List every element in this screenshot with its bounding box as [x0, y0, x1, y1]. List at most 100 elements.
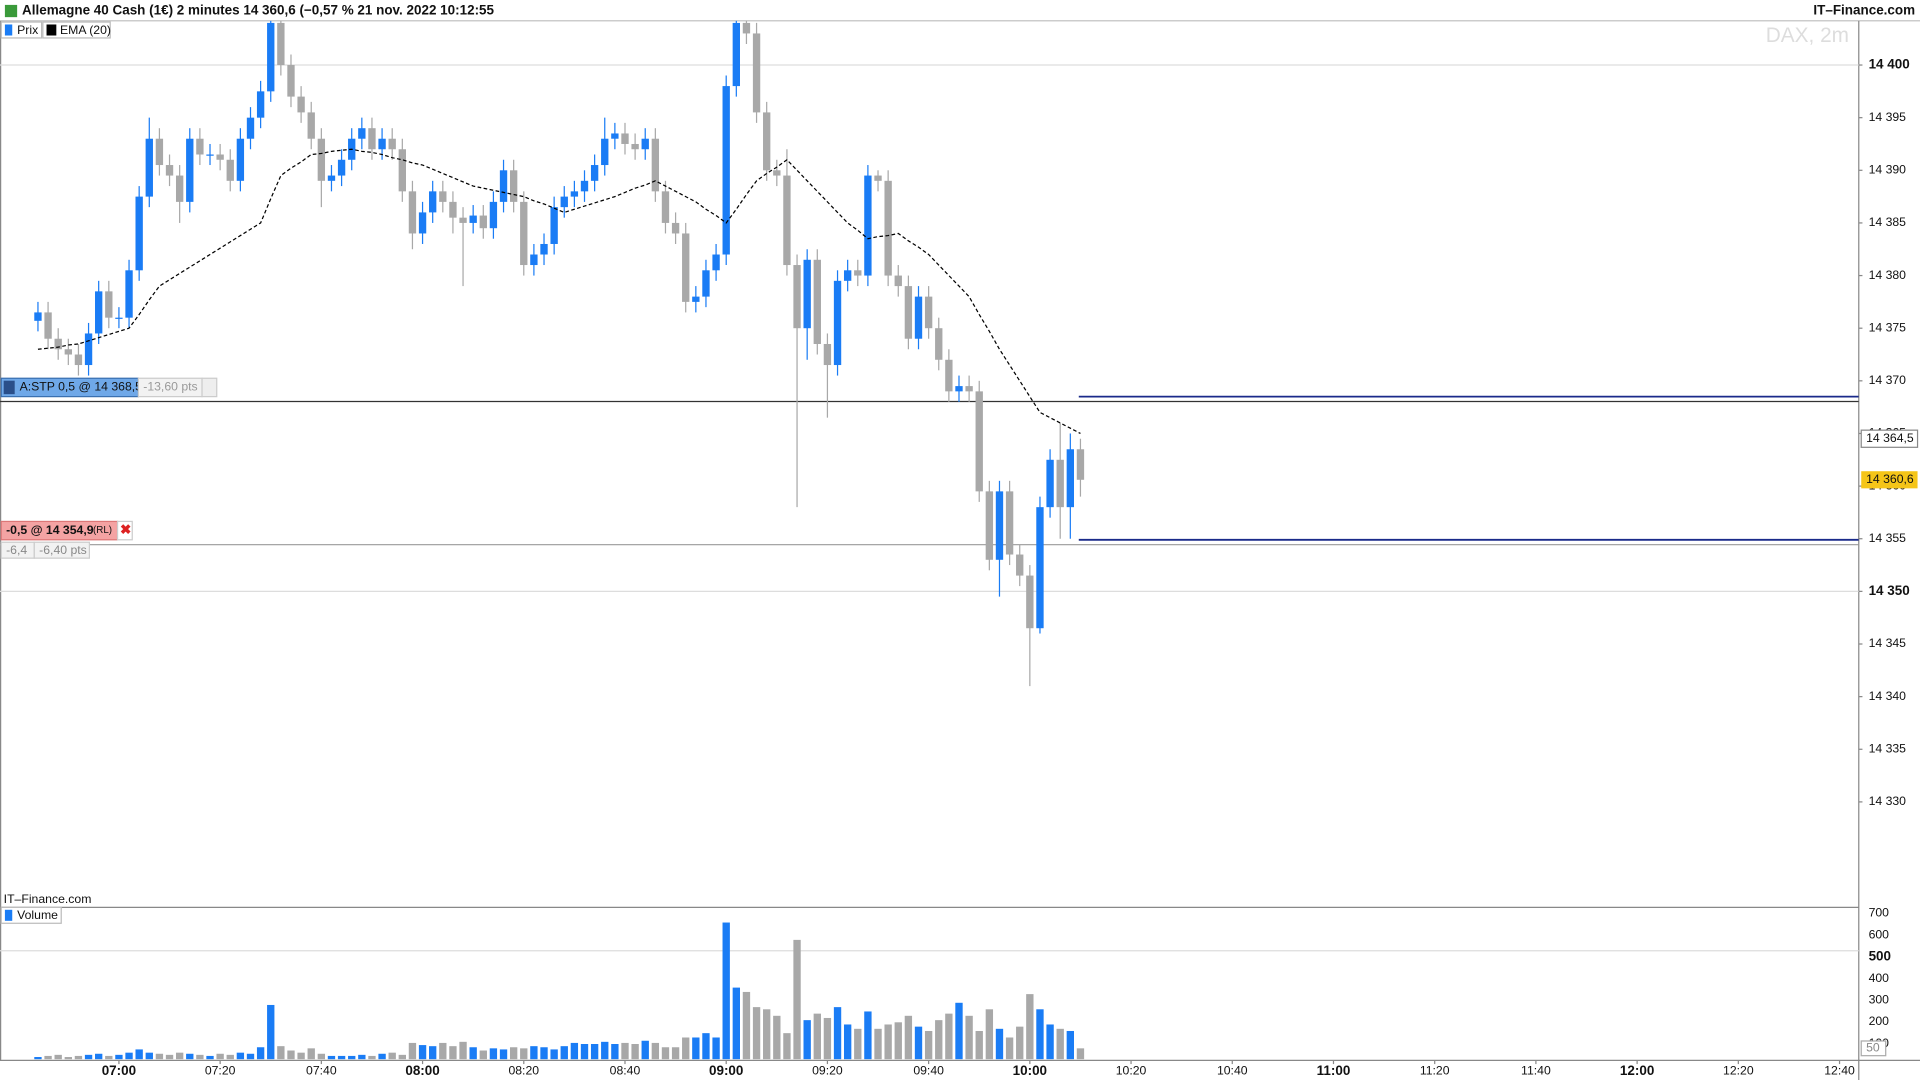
candle-body	[682, 233, 690, 302]
y-tick-label: 14 350	[1869, 583, 1910, 598]
volume-bar	[236, 1052, 245, 1060]
volume-bar	[894, 1022, 902, 1060]
order-pnl: -6,4	[6, 543, 27, 557]
legend-label: Prix	[17, 23, 38, 37]
volume-bar	[256, 1047, 265, 1060]
volume-bar	[155, 1053, 164, 1060]
candle-body	[206, 154, 214, 156]
volume-bar	[833, 1007, 842, 1060]
candle-body	[165, 165, 174, 176]
volume-bar	[1046, 1024, 1054, 1060]
candle-body	[914, 296, 923, 339]
x-tick-label: 11:00	[1317, 1063, 1351, 1078]
candle-body	[1016, 554, 1024, 576]
x-tick-label: 07:00	[102, 1063, 136, 1078]
volume-bar	[854, 1028, 862, 1060]
volume-bar	[763, 1009, 771, 1060]
volume-bar	[874, 1028, 882, 1060]
candle-body	[590, 165, 599, 181]
volume-tick-label: 600	[1869, 927, 1890, 941]
source: IT–Finance.com	[4, 892, 92, 906]
y-tick-label: 14 395	[1869, 110, 1907, 124]
candle-body	[388, 138, 396, 150]
candle-body	[935, 328, 943, 360]
volume-bar	[722, 922, 730, 1060]
y-tick-label: 14 330	[1869, 794, 1907, 808]
volume-bar	[206, 1055, 214, 1060]
volume-bar	[843, 1024, 852, 1060]
order-cancel[interactable]	[201, 377, 218, 398]
legend-swatch	[4, 24, 13, 36]
volume-bar	[611, 1044, 619, 1060]
volume-bar	[226, 1054, 234, 1060]
candle-body	[368, 128, 376, 150]
volume-tag	[1860, 1040, 1887, 1057]
volume-bar	[378, 1053, 386, 1060]
candle-body	[226, 159, 234, 181]
volume-bar	[388, 1052, 396, 1060]
volume-bar	[327, 1055, 336, 1060]
volume-bar	[509, 1047, 518, 1060]
order-pnl-box	[33, 541, 90, 559]
volume-bar	[590, 1044, 599, 1060]
volume-bar	[803, 1020, 811, 1060]
x-tick-label: 07:20	[205, 1064, 236, 1078]
candle-body	[236, 138, 245, 181]
candle-body	[297, 96, 305, 113]
volume-bar	[64, 1057, 72, 1060]
volume-bar	[935, 1020, 943, 1060]
candle-body	[783, 175, 791, 266]
header-bar	[0, 0, 1920, 21]
candle-body	[378, 138, 386, 150]
candle-body	[722, 86, 730, 255]
candle-body	[985, 491, 994, 560]
x-tick-label: 12:20	[1723, 1064, 1754, 1078]
volume-bar	[1056, 1028, 1064, 1060]
order-label: A:STP 0,5 @ 14 368,5	[20, 380, 143, 394]
candle-body	[337, 159, 346, 176]
candle-body	[398, 149, 406, 192]
volume-bar	[914, 1026, 923, 1060]
volume-bar	[975, 1030, 983, 1060]
candle-body	[1026, 575, 1034, 629]
volume-bar	[955, 1002, 963, 1060]
volume-bar	[499, 1049, 508, 1060]
candle-body	[459, 217, 467, 223]
volume-tick-label: 300	[1869, 992, 1890, 1006]
y-tick-label: 14 345	[1869, 636, 1907, 650]
volume-bar	[631, 1044, 639, 1060]
volume-bar	[580, 1044, 589, 1060]
candle-body	[580, 180, 589, 192]
candle-body	[256, 91, 265, 118]
candle-body	[1056, 459, 1064, 508]
volume-bar	[449, 1046, 457, 1060]
volume-bar	[358, 1054, 366, 1060]
volume-bar	[348, 1055, 356, 1060]
candle-body	[904, 286, 913, 339]
volume-tick-label: 500	[1869, 948, 1891, 963]
volume-tick-label: 200	[1869, 1014, 1890, 1028]
candle-body	[843, 270, 852, 281]
candle-body	[702, 270, 710, 297]
order-cancel[interactable]	[116, 520, 133, 541]
volume-bar	[692, 1037, 700, 1060]
volume-bar	[864, 1011, 872, 1060]
candle-body	[570, 191, 579, 197]
volume-bar	[712, 1037, 720, 1060]
candle-body	[307, 112, 315, 139]
candle-body	[803, 259, 811, 329]
candle-body	[833, 280, 842, 366]
candle-body	[439, 191, 447, 202]
candle-body	[175, 175, 184, 202]
candle-body	[95, 291, 103, 334]
order-handle	[3, 380, 15, 395]
candle-body	[408, 191, 417, 234]
candle-body	[54, 338, 62, 350]
candle-body	[429, 191, 437, 213]
candle-body	[692, 296, 700, 302]
x-tick-label: 10:00	[1013, 1063, 1047, 1078]
y-tick-label: 14 340	[1869, 689, 1907, 703]
candle-body	[763, 112, 771, 171]
y-tick-label: 14 370	[1869, 373, 1907, 387]
legend-swatch	[4, 909, 13, 921]
